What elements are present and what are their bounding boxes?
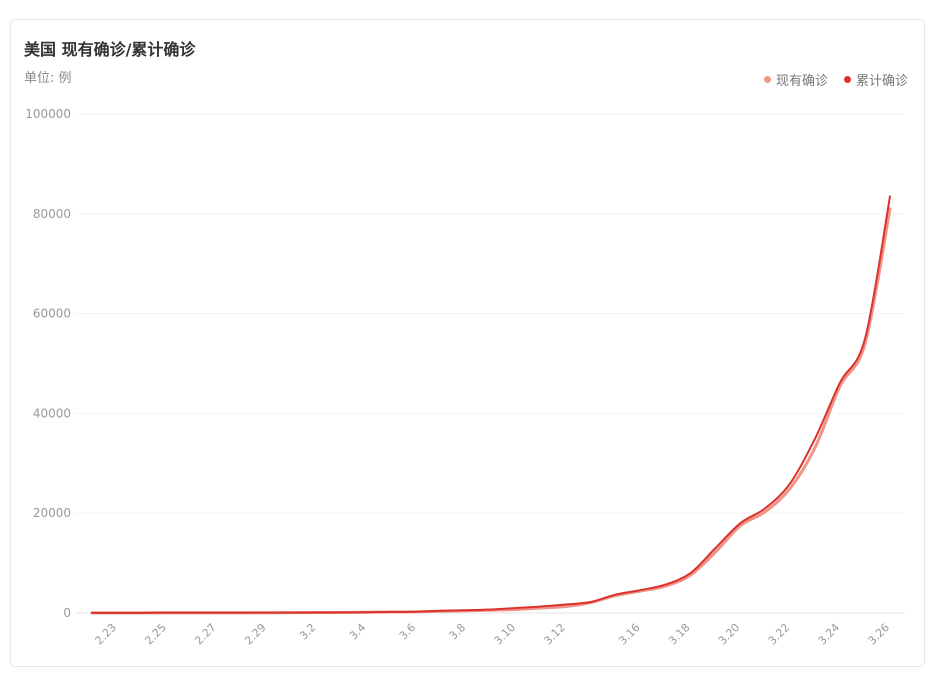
x-tick-label: 3.4 — [347, 621, 369, 643]
x-tick-label: 3.8 — [447, 621, 469, 643]
chart-unit: 单位: 例 — [24, 71, 72, 86]
x-tick-label: 3.26 — [866, 621, 893, 648]
x-tick-label: 2.25 — [142, 621, 169, 648]
y-tick-label: 20000 — [33, 506, 71, 520]
legend-dot-cumulative — [843, 76, 851, 83]
x-tick-label: 2.29 — [242, 621, 269, 648]
chart-card — [10, 19, 925, 667]
x-tick-label: 3.6 — [397, 621, 419, 643]
y-tick-label: 40000 — [33, 406, 71, 420]
series-line-current — [90, 207, 892, 615]
chart-title: 美国 现有确诊/累计确诊 — [24, 40, 196, 59]
y-tick-label: 0 — [63, 606, 71, 620]
legend-label-cumulative: 累计确诊 — [855, 74, 908, 89]
x-tick-label: 3.10 — [492, 621, 519, 648]
x-tick-label: 3.16 — [616, 621, 643, 648]
x-tick-label: 3.2 — [297, 621, 319, 643]
legend-item-current[interactable]: 现有确诊 — [763, 70, 828, 89]
x-tick-label: 2.27 — [192, 621, 219, 648]
x-tick-label: 3.18 — [666, 621, 693, 648]
legend-item-cumulative[interactable]: 累计确诊 — [843, 70, 908, 89]
x-tick-label: 3.22 — [766, 621, 793, 648]
x-tick-label: 3.20 — [716, 621, 743, 648]
series-line-cumulative — [91, 195, 891, 614]
x-tick-label: 2.23 — [93, 621, 120, 648]
legend-label-current: 现有确诊 — [775, 74, 828, 89]
y-tick-label: 80000 — [33, 207, 71, 221]
chart-legend: 现有确诊 累计确诊 — [763, 70, 908, 89]
y-tick-label: 60000 — [33, 307, 71, 321]
y-tick-label: 100000 — [25, 107, 71, 121]
x-tick-label: 3.12 — [541, 621, 568, 648]
legend-dot-current — [763, 76, 771, 83]
x-tick-label: 3.24 — [816, 621, 843, 648]
